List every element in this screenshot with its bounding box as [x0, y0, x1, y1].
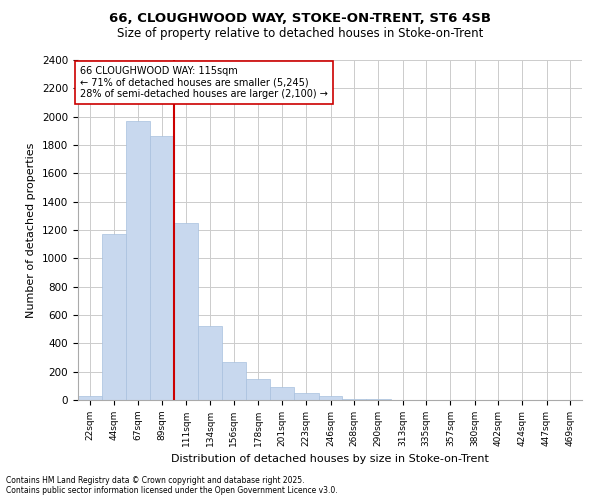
Bar	[294, 393, 319, 400]
Bar	[319, 396, 343, 400]
X-axis label: Distribution of detached houses by size in Stoke-on-Trent: Distribution of detached houses by size …	[171, 454, 489, 464]
Bar	[199, 326, 222, 400]
Bar	[150, 136, 173, 400]
Y-axis label: Number of detached properties: Number of detached properties	[26, 142, 37, 318]
Bar	[78, 396, 101, 400]
Bar	[173, 223, 199, 400]
Bar	[101, 234, 127, 400]
Text: 66 CLOUGHWOOD WAY: 115sqm
← 71% of detached houses are smaller (5,245)
28% of se: 66 CLOUGHWOOD WAY: 115sqm ← 71% of detac…	[80, 66, 328, 99]
Bar	[245, 379, 271, 400]
Text: 66, CLOUGHWOOD WAY, STOKE-ON-TRENT, ST6 4SB: 66, CLOUGHWOOD WAY, STOKE-ON-TRENT, ST6 …	[109, 12, 491, 26]
Bar	[127, 121, 150, 400]
Bar	[271, 387, 294, 400]
Bar	[343, 398, 366, 400]
Bar	[222, 362, 245, 400]
Text: Size of property relative to detached houses in Stoke-on-Trent: Size of property relative to detached ho…	[117, 28, 483, 40]
Text: Contains HM Land Registry data © Crown copyright and database right 2025.
Contai: Contains HM Land Registry data © Crown c…	[6, 476, 338, 495]
